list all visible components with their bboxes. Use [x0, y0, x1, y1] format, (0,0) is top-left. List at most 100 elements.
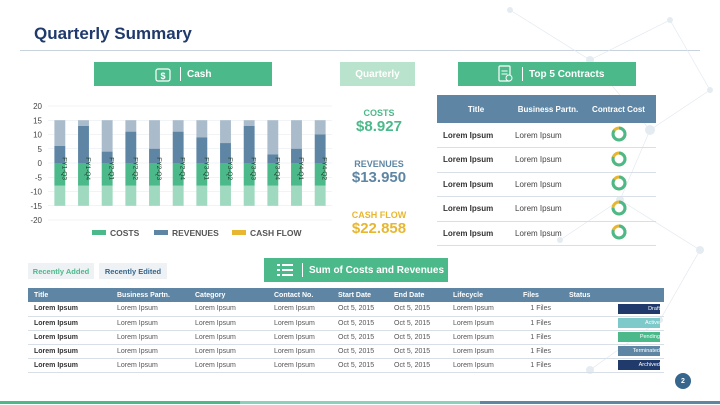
bar-cash-flow: [243, 185, 255, 206]
contract-cost-donut-icon: [611, 175, 626, 191]
bar-cash-flow: [291, 185, 302, 206]
contract-title: Lorem Ipsum: [437, 221, 515, 246]
row-partner: Lorem Ipsum: [111, 316, 189, 331]
quarterly-header-button[interactable]: Quarterly: [340, 62, 415, 86]
row-start-date: Oct 5, 2015: [332, 344, 388, 359]
bar-cash-flow: [78, 185, 89, 206]
row-contact: Lorem Ipsum: [268, 302, 332, 317]
x-category-label: FY4-Q2: [321, 157, 328, 180]
bar-cash-flow: [220, 185, 231, 206]
x-category-label: FY3-Q3: [250, 157, 257, 180]
bar-background: [149, 120, 160, 149]
title-divider: [20, 50, 700, 51]
kpi-costs-value: $8.927: [356, 118, 402, 135]
row-category: Lorem Ipsum: [189, 344, 268, 359]
contract-row[interactable]: Lorem Ipsum Lorem Ipsum: [437, 147, 656, 173]
kpi-cash-flow-label: CASH FLOW: [351, 210, 407, 220]
contract-cost-cell: [581, 123, 656, 148]
bar-costs: [267, 163, 279, 186]
x-category-label: FY2-Q1: [108, 157, 115, 180]
row-title: Lorem Ipsum: [28, 344, 111, 359]
y-tick-label: 15: [33, 116, 42, 125]
bar-background: [54, 120, 66, 146]
y-tick-label: 20: [33, 102, 42, 111]
bar-costs: [101, 163, 113, 186]
x-category-label: FY3-Q1: [202, 157, 209, 180]
x-category-label: FY2-Q3: [155, 157, 162, 180]
bar-costs: [220, 163, 231, 186]
row-status: Active: [563, 316, 664, 331]
contract-cost-cell: [581, 172, 656, 197]
bar-background: [172, 120, 184, 132]
row-partner: Lorem Ipsum: [111, 358, 189, 373]
bar-cash-flow: [172, 185, 184, 206]
bar-cash-flow: [101, 185, 113, 206]
top-contracts-header-button[interactable]: Top 5 Contracts: [458, 62, 636, 86]
table-row[interactable]: Lorem Ipsum Lorem Ipsum Lorem Ipsum Lorem I…: [28, 302, 664, 317]
y-tick-label: 5: [38, 145, 43, 154]
contract-cost-cell: [581, 147, 656, 173]
contract-cost-donut-icon: [611, 200, 626, 216]
y-tick-label: 10: [33, 131, 42, 140]
contract-partner: Lorem Ipsum: [515, 221, 581, 246]
contract-row[interactable]: Lorem Ipsum Lorem Ipsum: [437, 123, 656, 148]
bar-revenues: [220, 143, 231, 163]
contract-title: Lorem Ipsum: [437, 196, 515, 222]
x-category-label: FY1-Q3: [60, 157, 67, 180]
table-row[interactable]: Lorem Ipsum Lorem Ipsum Lorem Ipsum Lorem I…: [28, 330, 664, 345]
y-tick-label: -15: [30, 202, 42, 211]
contract-row[interactable]: Lorem Ipsum Lorem Ipsum: [437, 172, 656, 197]
bar-revenues: [149, 148, 160, 163]
table-row[interactable]: Lorem Ipsum Lorem Ipsum Lorem Ipsum Lorem I…: [28, 358, 664, 373]
bar-costs: [172, 163, 184, 186]
row-lifecycle: Lorem Ipsum: [447, 330, 517, 345]
cash-header-button[interactable]: $ Cash: [94, 62, 272, 86]
footer-bar-green: [0, 401, 240, 404]
list-icon: [274, 261, 296, 279]
table-row[interactable]: Lorem Ipsum Lorem Ipsum Lorem Ipsum Lorem I…: [28, 344, 664, 359]
kpi-revenues-value: $13.950: [351, 169, 407, 186]
contract-row[interactable]: Lorem Ipsum Lorem Ipsum: [437, 221, 656, 246]
y-tick-label: -10: [30, 188, 42, 197]
legend-label: COSTS: [110, 228, 140, 238]
sum-costs-header-button[interactable]: Sum of Costs and Revenues: [264, 258, 448, 282]
bar-cash-flow: [125, 185, 137, 206]
contract-title: Lorem Ipsum: [437, 123, 515, 148]
status-badge: Archived: [618, 360, 660, 370]
col-start-date: Start Date: [332, 288, 388, 302]
legend-swatch: [154, 230, 168, 235]
bar-revenues: [196, 137, 208, 163]
bar-background: [243, 120, 255, 126]
tab-recently-edited[interactable]: Recently Edited: [99, 263, 167, 279]
contract-partner: Lorem Ipsum: [515, 147, 581, 173]
bar-costs: [78, 163, 89, 186]
contract-row[interactable]: Lorem Ipsum Lorem Ipsum: [437, 196, 656, 222]
contract-partner: Lorem Ipsum: [515, 196, 581, 222]
top-contracts-header-label: Top 5 Contracts: [529, 68, 605, 80]
bar-revenues: [243, 125, 255, 163]
row-category: Lorem Ipsum: [189, 358, 268, 373]
bar-background: [101, 120, 113, 152]
row-status: Terminated: [563, 344, 664, 359]
row-lifecycle: Lorem Ipsum: [447, 344, 517, 359]
cash-header-label: Cash: [187, 68, 212, 80]
bar-background: [314, 120, 326, 135]
bar-costs: [54, 163, 66, 186]
x-category-label: FY1-Q4: [84, 157, 91, 180]
table-row[interactable]: Lorem Ipsum Lorem Ipsum Lorem Ipsum Lorem I…: [28, 316, 664, 331]
bar-cash-flow: [314, 185, 326, 206]
page-title: Quarterly Summary: [34, 24, 192, 43]
y-tick-label: -20: [30, 216, 42, 225]
bar-revenues: [267, 154, 279, 163]
row-files: 1 Files: [517, 358, 563, 373]
row-files: 1 Files: [517, 344, 563, 359]
bar-background: [220, 120, 231, 144]
col-contact-no: Contact No.: [268, 288, 332, 302]
header-separator: [180, 67, 181, 81]
col-lifecycle: Lifecycle: [447, 288, 517, 302]
legend-label: REVENUES: [172, 228, 219, 238]
row-lifecycle: Lorem Ipsum: [447, 302, 517, 317]
tab-recently-added[interactable]: Recently Added: [28, 263, 94, 279]
header-separator: [522, 67, 523, 81]
row-contact: Lorem Ipsum: [268, 358, 332, 373]
